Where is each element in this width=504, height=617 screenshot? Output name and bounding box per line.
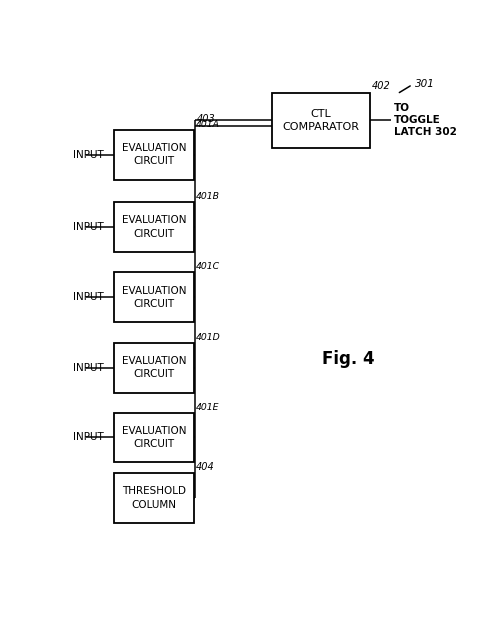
Bar bbox=[114, 130, 194, 180]
Text: INPUT: INPUT bbox=[73, 363, 103, 373]
Text: 301: 301 bbox=[414, 80, 434, 89]
Text: Fig. 4: Fig. 4 bbox=[322, 350, 374, 368]
Text: EVALUATION
CIRCUIT: EVALUATION CIRCUIT bbox=[121, 356, 186, 379]
Text: LATCH 302: LATCH 302 bbox=[394, 127, 457, 137]
Text: INPUT: INPUT bbox=[73, 292, 103, 302]
Text: 401C: 401C bbox=[196, 262, 220, 271]
Text: EVALUATION
CIRCUIT: EVALUATION CIRCUIT bbox=[121, 286, 186, 309]
Bar bbox=[114, 413, 194, 462]
Bar bbox=[272, 93, 369, 147]
Text: EVALUATION
CIRCUIT: EVALUATION CIRCUIT bbox=[121, 215, 186, 239]
Text: EVALUATION
CIRCUIT: EVALUATION CIRCUIT bbox=[121, 143, 186, 167]
Text: THRESHOLD
COLUMN: THRESHOLD COLUMN bbox=[122, 486, 186, 510]
Text: 401E: 401E bbox=[196, 402, 219, 412]
Text: TO: TO bbox=[394, 104, 410, 114]
Text: 404: 404 bbox=[196, 462, 215, 472]
Bar bbox=[114, 202, 194, 252]
Text: TOGGLE: TOGGLE bbox=[394, 115, 440, 125]
Text: 401D: 401D bbox=[196, 333, 221, 342]
Text: 402: 402 bbox=[371, 81, 390, 91]
Text: CTL
COMPARATOR: CTL COMPARATOR bbox=[282, 109, 359, 132]
Text: INPUT: INPUT bbox=[73, 150, 103, 160]
Text: 403: 403 bbox=[197, 114, 215, 124]
Bar bbox=[114, 473, 194, 523]
Text: EVALUATION
CIRCUIT: EVALUATION CIRCUIT bbox=[121, 426, 186, 449]
Text: INPUT: INPUT bbox=[73, 433, 103, 442]
Text: INPUT: INPUT bbox=[73, 222, 103, 232]
Text: 401A: 401A bbox=[196, 120, 220, 129]
Text: 401B: 401B bbox=[196, 192, 220, 201]
Bar bbox=[114, 272, 194, 322]
Bar bbox=[114, 342, 194, 392]
